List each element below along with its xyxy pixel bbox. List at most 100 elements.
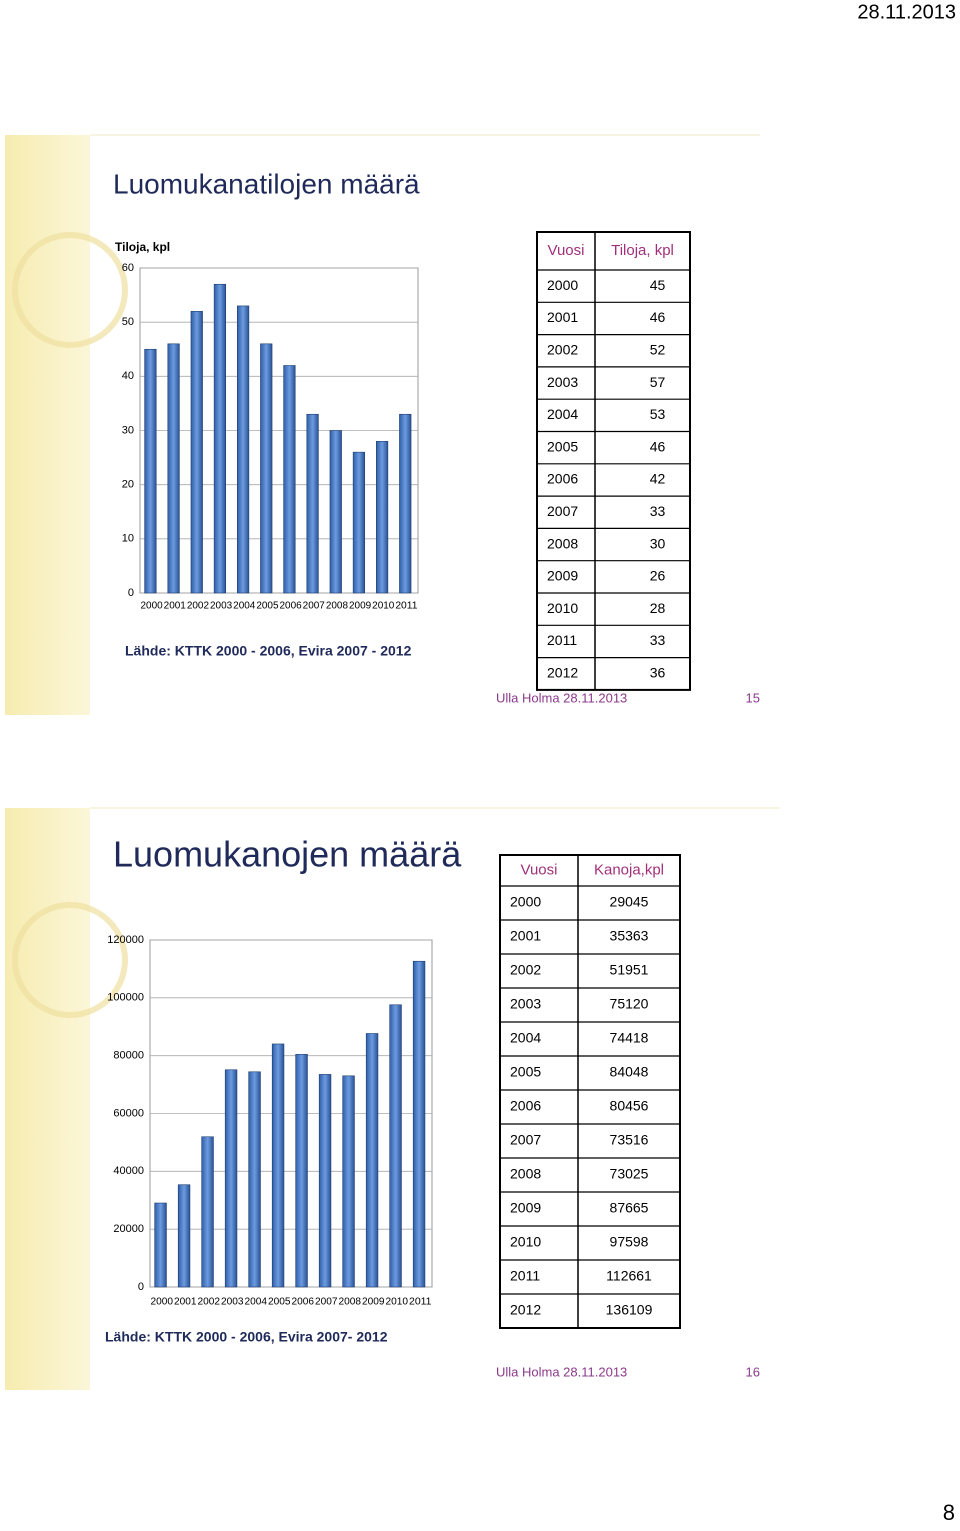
y-tick-label: 40000 xyxy=(113,1165,144,1177)
table-header: Vuosi xyxy=(548,242,585,259)
table-cell: 29045 xyxy=(610,894,649,910)
table-cell: 2009 xyxy=(547,568,578,584)
slide xyxy=(5,807,780,1390)
bar xyxy=(375,441,389,594)
y-tick-label: 30 xyxy=(122,424,134,436)
bar xyxy=(213,283,227,594)
x-tick-label: 2000 xyxy=(141,601,164,612)
bar xyxy=(365,1033,379,1288)
x-tick-label: 2008 xyxy=(339,1297,362,1308)
table-cell: 2011 xyxy=(510,1268,540,1284)
y-tick-label: 80000 xyxy=(113,1050,144,1062)
source: Lähde: KTTK 2000 - 2006, Evira 2007 - 20… xyxy=(125,643,412,659)
table-cell: 36 xyxy=(650,664,666,680)
table-cell: 73516 xyxy=(610,1132,649,1148)
bar xyxy=(329,430,342,594)
bar xyxy=(167,343,180,594)
x-tick-label: 2011 xyxy=(395,601,418,612)
footer: Ulla Holma 28.11.2013 xyxy=(496,1364,627,1379)
y-tick-label: 100000 xyxy=(107,992,144,1004)
table-cell: 46 xyxy=(650,309,666,325)
table-cell: 2006 xyxy=(547,471,578,487)
slide-title: Luomukanatilojen määrä xyxy=(113,168,420,199)
table-cell: 2006 xyxy=(510,1098,541,1114)
table-cell: 26 xyxy=(650,568,666,584)
table-cell: 45 xyxy=(650,277,666,293)
x-tick-label: 2002 xyxy=(187,601,210,612)
decor xyxy=(12,232,128,348)
table-cell: 2008 xyxy=(547,535,578,551)
bar xyxy=(352,451,366,594)
decor xyxy=(12,902,128,1018)
x-tick-label: 2007 xyxy=(315,1297,338,1308)
y-tick-label: 50 xyxy=(122,316,134,328)
table-cell: 57 xyxy=(650,374,666,390)
table-cell: 74418 xyxy=(610,1030,649,1046)
x-tick-label: 2005 xyxy=(268,1297,291,1308)
table-cell: 73025 xyxy=(610,1166,649,1182)
y-axis-label: Tiloja, kpl xyxy=(115,240,170,254)
x-tick-label: 2010 xyxy=(372,601,395,612)
y-tick-label: 60 xyxy=(122,262,134,274)
slide-number: 16 xyxy=(746,1364,760,1379)
x-tick-label: 2009 xyxy=(349,601,372,612)
x-tick-label: 2007 xyxy=(303,601,326,612)
table-cell: 2002 xyxy=(547,341,578,357)
x-tick-label: 2004 xyxy=(245,1297,268,1308)
y-tick-label: 20000 xyxy=(113,1223,144,1235)
y-tick-label: 0 xyxy=(138,1281,144,1293)
table-cell: 2007 xyxy=(510,1132,541,1148)
table-cell: 97598 xyxy=(610,1234,649,1250)
slide-title: Luomukanojen määrä xyxy=(113,834,462,875)
x-tick-label: 2006 xyxy=(280,601,303,612)
y-tick-label: 20 xyxy=(122,479,134,491)
table-cell: 75120 xyxy=(610,996,649,1012)
bar xyxy=(201,1136,214,1288)
bar xyxy=(306,413,319,594)
x-tick-label: 2006 xyxy=(292,1297,315,1308)
x-tick-label: 2010 xyxy=(386,1297,409,1308)
bar xyxy=(318,1074,332,1288)
table-cell: 80456 xyxy=(610,1098,649,1114)
page-number: 8 xyxy=(943,1500,955,1525)
bar xyxy=(144,348,157,594)
table-cell: 46 xyxy=(650,438,666,454)
bar xyxy=(177,1184,191,1288)
bar xyxy=(190,311,203,594)
table-cell: 112661 xyxy=(606,1268,652,1284)
slide xyxy=(5,134,760,715)
table-cell: 2003 xyxy=(510,996,541,1012)
table-cell: 2001 xyxy=(510,928,541,944)
x-tick-label: 2008 xyxy=(326,601,349,612)
x-tick-label: 2001 xyxy=(174,1297,197,1308)
table-cell: 2004 xyxy=(547,406,578,422)
x-tick-label: 2004 xyxy=(233,601,256,612)
bar xyxy=(260,343,273,594)
bar xyxy=(248,1071,261,1288)
table-cell: 2012 xyxy=(510,1302,541,1318)
bar xyxy=(342,1075,355,1288)
header-date: 28.11.2013 xyxy=(857,1,956,23)
stripe xyxy=(5,135,90,715)
table-cell: 2005 xyxy=(510,1064,541,1080)
table-border xyxy=(536,231,691,691)
table-cell: 2000 xyxy=(510,894,541,910)
table-cell: 42 xyxy=(650,471,666,487)
source: Lähde: KTTK 2000 - 2006, Evira 2007- 201… xyxy=(105,1329,388,1345)
x-tick-label: 2003 xyxy=(221,1297,244,1308)
bar xyxy=(412,960,426,1288)
y-tick-label: 10 xyxy=(122,533,134,545)
table-border xyxy=(499,854,681,1329)
table-cell: 33 xyxy=(650,503,666,519)
table-cell: 35363 xyxy=(610,928,649,944)
y-tick-label: 0 xyxy=(128,587,134,599)
footer: Ulla Holma 28.11.2013 xyxy=(496,690,627,705)
table-cell: 2010 xyxy=(547,600,578,616)
x-tick-label: 2000 xyxy=(151,1297,174,1308)
table-cell: 2012 xyxy=(547,664,578,680)
table-cell: 87665 xyxy=(610,1200,649,1216)
stripe xyxy=(5,808,90,1390)
slide-number: 15 xyxy=(746,690,760,705)
table-cell: 2004 xyxy=(510,1030,541,1046)
